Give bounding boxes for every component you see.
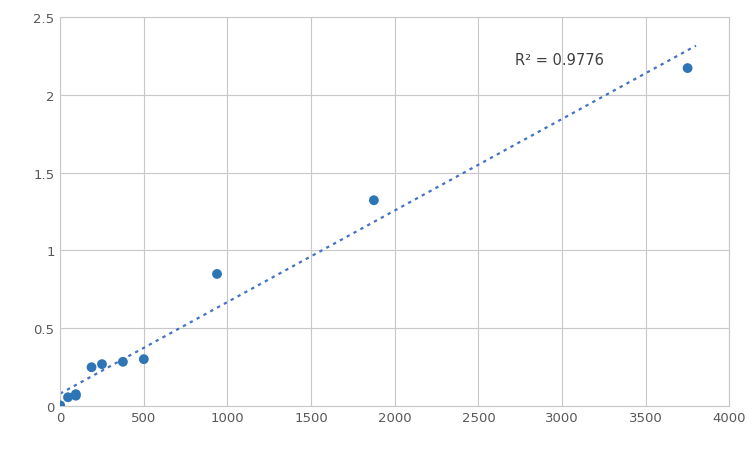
- Point: [86, 364, 98, 371]
- Point: [54, 402, 66, 409]
- Point: [138, 356, 150, 363]
- Text: R² = 0.9776: R² = 0.9776: [515, 53, 604, 68]
- Point: [211, 271, 223, 278]
- Point: [62, 394, 74, 401]
- Point: [117, 359, 129, 366]
- Point: [96, 361, 108, 368]
- Point: [70, 391, 82, 398]
- Point: [70, 392, 82, 400]
- Point: [368, 197, 380, 204]
- Point: [681, 65, 693, 73]
